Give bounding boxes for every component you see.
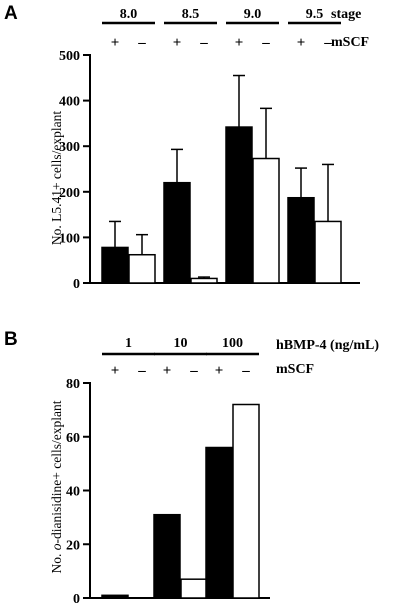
panel-a-treatment-marker: – <box>137 35 146 51</box>
panel-b: B hBMP-4 (ng/mL) mSCF No. o-dianisidine+… <box>4 329 379 607</box>
panel-a-y-tick-label: 400 <box>59 95 80 110</box>
panel-b-group-label: 1 <box>125 336 132 351</box>
panel-a-group-label: 8.0 <box>120 7 138 22</box>
panel-a-bar <box>163 181 191 284</box>
panel-b-y-tick-label: 20 <box>66 538 80 553</box>
panel-a-bar <box>225 126 253 284</box>
panel-a-treatment-marker: + <box>173 35 182 51</box>
panel-b-letter: B <box>4 329 18 350</box>
panel-b-treatment-marker: + <box>163 363 172 379</box>
panel-b-y-axis-label-italic: o <box>49 543 64 550</box>
panel-b-bars <box>101 403 260 599</box>
panel-a-group-label: 9.0 <box>244 7 262 22</box>
panel-b-y-axis-label: No. o-dianisidine+ cells/explant <box>49 400 64 573</box>
panel-a-y-tick-label: 300 <box>59 140 80 155</box>
panel-a-group-header: stage <box>331 7 361 22</box>
panel-a-treatment-marker: + <box>111 35 120 51</box>
panel-a-treatment-marker: – <box>323 35 332 51</box>
panel-b-y-tick-label: 60 <box>66 431 80 446</box>
panel-b-treatment-header: mSCF <box>276 362 314 377</box>
panel-a-bar <box>190 277 218 284</box>
panel-b-bar <box>153 513 181 599</box>
panel-b-header: 1+ –10+ –100+ – <box>102 336 259 379</box>
panel-a-treatment-marker: – <box>199 35 208 51</box>
panel-a-group-label: 9.5 <box>306 7 324 22</box>
panel-b-y-axis-label-rest: -dianisidine+ cells/explant <box>49 400 64 543</box>
panel-b-treatment-marker: + <box>215 363 224 379</box>
panel-a-treatment-marker: – <box>261 35 270 51</box>
panel-b-group-label: 100 <box>222 336 243 351</box>
panel-a: A stage mSCF No. L5.41+ cells/explant 8.… <box>4 3 369 292</box>
panel-a-y-tick-label: 100 <box>59 231 80 246</box>
panel-b-y-axis-label-prefix: No. <box>49 550 64 573</box>
panel-a-y-tick-label: 500 <box>59 49 80 64</box>
panel-a-bar <box>252 157 280 284</box>
panel-a-header: 8.0+ –8.5+ –9.0+ –9.5+ – <box>102 7 341 51</box>
panel-b-y-tick-label: 40 <box>66 485 80 500</box>
panel-a-y-tick-label: 200 <box>59 186 80 201</box>
panel-a-y-axis-label: No. L5.41+ cells/explant <box>49 111 64 246</box>
panel-a-bar <box>101 246 129 284</box>
panel-a-bar <box>287 196 315 284</box>
panel-a-letter: A <box>4 3 18 24</box>
panel-b-treatment-marker: + <box>111 363 120 379</box>
panel-b-treatment-marker: – <box>137 363 146 379</box>
panel-a-treatment-marker: + <box>297 35 306 51</box>
panel-b-group-label: 10 <box>174 336 188 351</box>
panel-b-treatment-marker: – <box>189 363 198 379</box>
panel-a-treatment-marker: + <box>235 35 244 51</box>
panel-b-bar <box>232 403 260 599</box>
panel-b-treatment-marker: – <box>241 363 250 379</box>
panel-a-y-tick-label: 0 <box>73 277 80 292</box>
panel-b-group-header: hBMP-4 (ng/mL) <box>276 338 379 353</box>
panel-b-bar <box>101 594 129 599</box>
panel-a-treatment-header: mSCF <box>331 35 369 50</box>
panel-a-bars <box>101 74 342 284</box>
panel-b-bar <box>205 446 233 599</box>
panel-a-group-label: 8.5 <box>182 7 200 22</box>
panel-b-y-tick-label: 80 <box>66 377 80 392</box>
panel-a-bar <box>314 220 342 284</box>
panel-b-bar <box>180 578 208 599</box>
panel-b-y-tick-label: 0 <box>73 592 80 607</box>
panel-a-bar <box>128 253 156 284</box>
